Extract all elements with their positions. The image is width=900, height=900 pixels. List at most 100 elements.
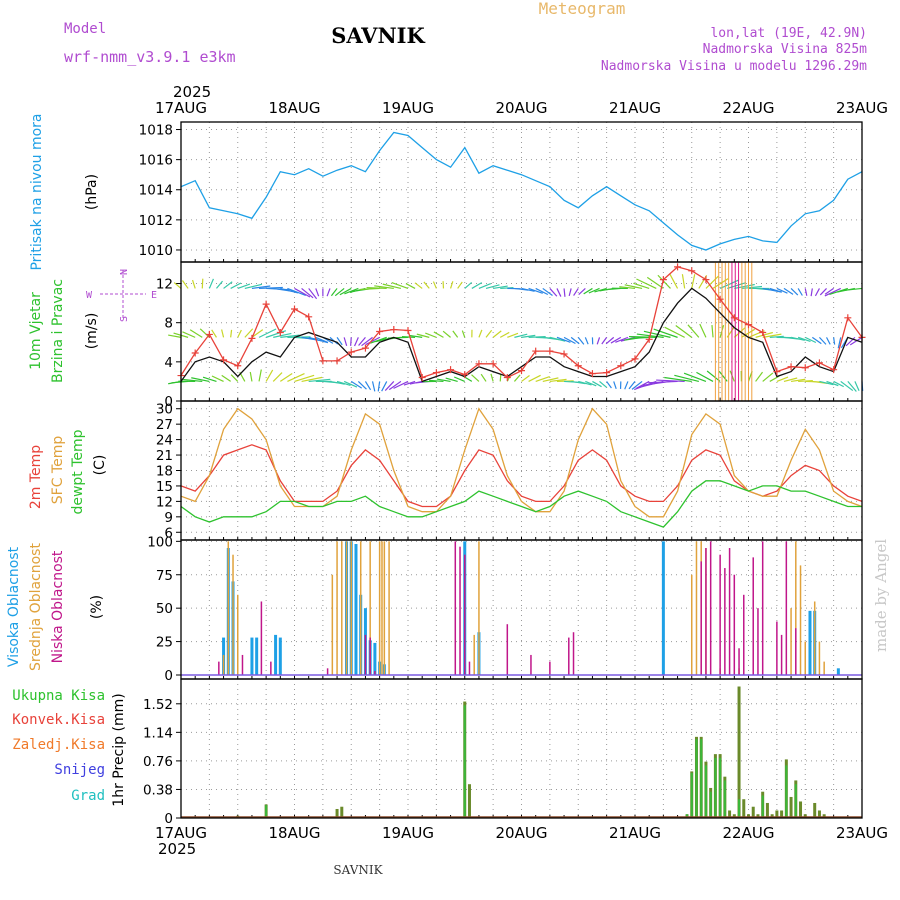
wind-arrow	[657, 274, 671, 289]
bar-srednja-oblacnost	[350, 541, 352, 675]
bar-konvek-kisa	[709, 791, 712, 818]
bar-niska-oblacnost	[568, 637, 570, 675]
bar-konvek-kisa	[700, 739, 703, 818]
bar-konvek-kisa	[738, 799, 741, 818]
bar-niska-oblacnost	[776, 621, 778, 675]
wind-arrow	[681, 274, 686, 289]
series-line-sfc-temp	[180, 407, 863, 518]
y-tick-label: 0	[164, 668, 173, 684]
bar-ukupna-kisa	[813, 802, 817, 818]
gust-marker	[546, 347, 554, 355]
bar-visoka-oblacnost	[808, 610, 812, 675]
bar-ukupna-kisa	[747, 814, 750, 818]
wind-arrow	[624, 284, 643, 290]
bar-srednja-oblacnost	[336, 541, 338, 675]
bar-konvek-kisa	[714, 757, 717, 818]
gust-marker	[560, 350, 568, 358]
wind-arrow	[804, 336, 817, 344]
gust-marker	[674, 263, 682, 271]
wind-arrow	[818, 336, 827, 345]
wind-arrow	[272, 372, 283, 382]
bar-ukupna-kisa	[775, 810, 779, 818]
wind-arrow	[601, 337, 608, 345]
y-tick-label: 0.38	[143, 782, 173, 798]
wind-arrow	[370, 336, 387, 344]
wind-unit: (m/s)	[84, 313, 100, 350]
x-tick-label-top: 23AUG	[836, 99, 888, 117]
wind-arrow	[549, 378, 567, 383]
bar-ukupna-kisa	[467, 784, 471, 818]
bar-visoka-oblacnost	[255, 637, 259, 675]
bar-niska-oblacnost	[506, 624, 509, 675]
wind-arrow	[797, 288, 803, 296]
bar-srednja-oblacnost	[359, 541, 362, 675]
y-tick-label: 50	[156, 601, 173, 617]
bar-niska-oblacnost	[369, 637, 371, 675]
wind-arrow	[810, 288, 813, 297]
wind-arrow	[492, 330, 502, 338]
y-tick-label: 100	[147, 534, 173, 550]
wind-arrow	[535, 375, 550, 382]
panel-frame	[180, 678, 863, 819]
bar-niska-oblacnost	[705, 548, 707, 675]
y-tick-label: 18	[156, 464, 173, 480]
wind-arrow	[843, 287, 863, 292]
wind-arrow	[344, 287, 359, 295]
wind-arrow	[819, 288, 827, 296]
wind-arrow	[615, 336, 629, 343]
wind-arrow	[588, 287, 600, 294]
bar-niska-oblacnost	[757, 608, 759, 675]
bar-ukupna-kisa	[728, 810, 732, 818]
wind-arrow	[371, 381, 376, 392]
wind-arrow	[364, 381, 372, 391]
bar-ukupna-kisa	[742, 799, 746, 818]
wind-arrow	[366, 287, 387, 290]
gust-marker	[404, 327, 412, 335]
wind-arrow	[790, 378, 806, 383]
wind-arrow	[315, 336, 329, 343]
wind-arrow	[168, 334, 182, 338]
bar-niska-oblacnost	[364, 634, 367, 675]
y-tick-label: 0	[164, 394, 173, 410]
wind-arrow	[585, 380, 597, 387]
y-tick-label: 1.14	[143, 725, 173, 741]
wind-arrow	[675, 325, 693, 338]
bar-ukupna-kisa	[765, 802, 769, 818]
wind-arrow	[308, 288, 318, 300]
wind-arrow	[653, 328, 678, 338]
bar-ukupna-kisa	[822, 814, 826, 818]
bar-ukupna-kisa	[732, 814, 736, 818]
gust-marker	[830, 366, 838, 374]
x-tick-label-top: 22AUG	[723, 99, 775, 117]
wind-label-1: 10m Vjetar	[28, 292, 44, 370]
wind-arrow	[837, 337, 842, 349]
wind-arrow	[556, 288, 562, 297]
y-tick-label: 9	[164, 510, 173, 526]
wind-arrow	[391, 281, 409, 289]
gust-marker	[418, 374, 426, 382]
bar-srednja-oblacnost	[478, 541, 480, 675]
wind-arrow	[279, 373, 293, 382]
bar-niska-oblacnost	[719, 554, 721, 675]
wind-arrow	[664, 376, 692, 383]
wind-arrow	[452, 330, 459, 338]
gust-marker	[773, 368, 781, 376]
bar-niska-oblacnost	[530, 654, 532, 675]
wind-arrow	[769, 375, 780, 382]
bar-ukupna-kisa	[780, 810, 784, 818]
gust-marker	[390, 326, 398, 334]
y-tick-label: 6	[164, 525, 173, 541]
wind-arrow	[216, 280, 224, 289]
series-line-dewpt-temp	[180, 480, 862, 528]
wind-arrow	[294, 287, 311, 298]
bar-srednja-oblacnost	[813, 601, 816, 675]
bar-srednja-oblacnost	[823, 661, 825, 675]
bar-ukupna-kisa	[803, 814, 807, 818]
wind-arrow	[687, 324, 700, 338]
wind-arrow	[221, 374, 231, 382]
precip-legend-1: Konvek.Kisa	[12, 712, 105, 728]
panel-wind: 0 4 8 12	[156, 261, 866, 410]
wind-arrow	[343, 337, 348, 346]
precip-legend-0: Ukupna Kisa	[12, 688, 105, 704]
